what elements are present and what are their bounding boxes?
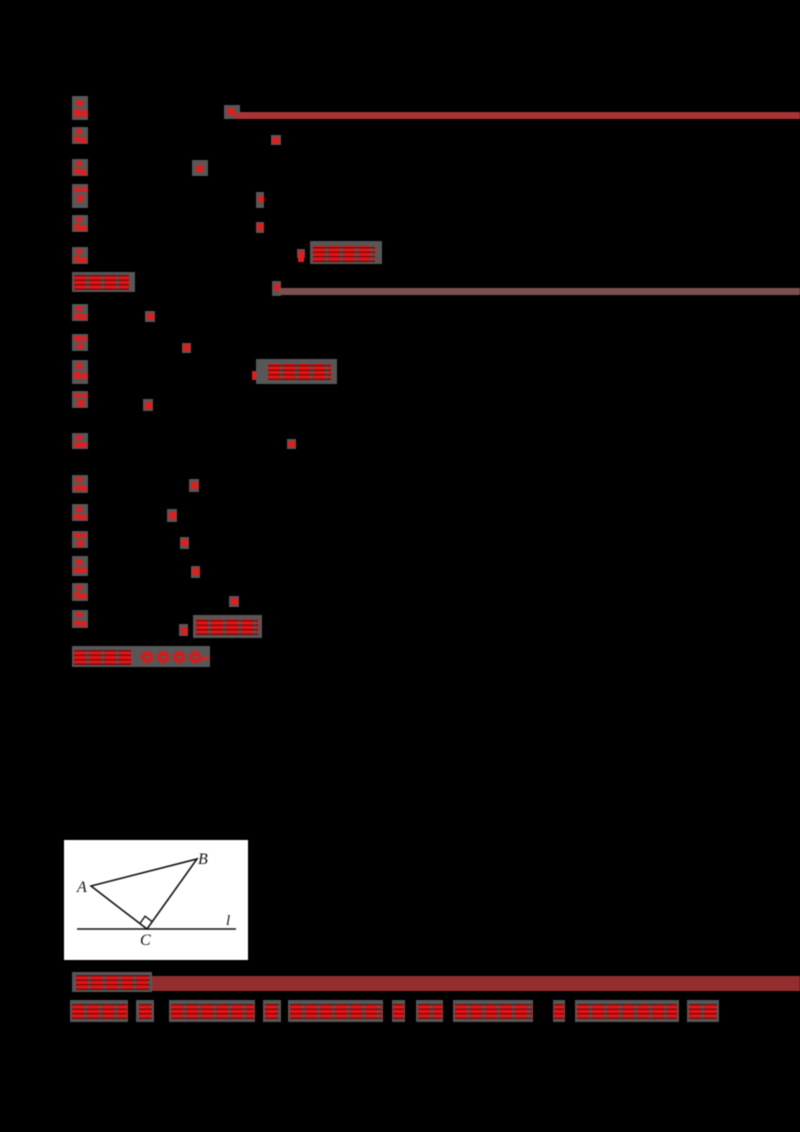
svg-text:C: C xyxy=(140,932,151,949)
svg-text:B: B xyxy=(198,851,208,868)
svg-text:l: l xyxy=(226,913,230,929)
svg-text:A: A xyxy=(76,879,87,896)
